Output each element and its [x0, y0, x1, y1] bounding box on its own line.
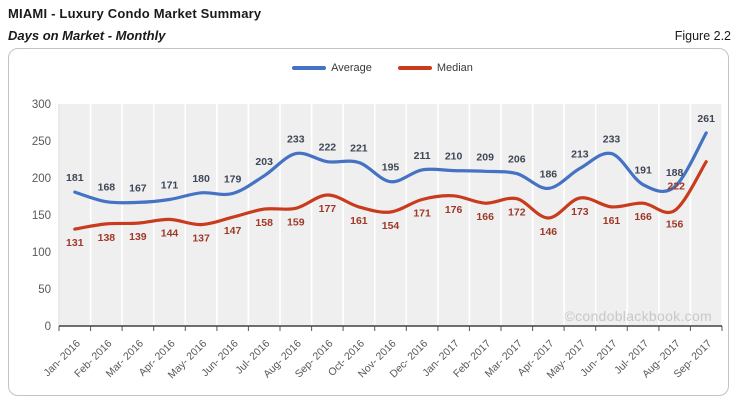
svg-text:161: 161 — [350, 215, 368, 227]
svg-text:168: 168 — [98, 182, 116, 194]
svg-text:138: 138 — [98, 232, 116, 244]
svg-text:206: 206 — [508, 154, 526, 166]
svg-text:186: 186 — [540, 168, 558, 180]
svg-text:166: 166 — [476, 211, 494, 223]
svg-text:177: 177 — [319, 203, 337, 215]
svg-text:203: 203 — [255, 156, 273, 168]
svg-text:250: 250 — [32, 136, 51, 148]
svg-text:150: 150 — [32, 210, 51, 222]
svg-text:210: 210 — [445, 151, 463, 163]
svg-text:180: 180 — [192, 173, 210, 185]
svg-text:158: 158 — [255, 217, 273, 229]
svg-text:172: 172 — [508, 207, 526, 219]
svg-text:0: 0 — [45, 321, 51, 333]
legend-label-median: Median — [436, 62, 473, 74]
svg-text:209: 209 — [476, 151, 494, 163]
svg-text:200: 200 — [32, 173, 51, 185]
y-axis-labels: 0 50 100 150 200 250 300 — [32, 99, 51, 333]
svg-text:50: 50 — [38, 284, 51, 296]
svg-text:100: 100 — [32, 247, 51, 259]
svg-text:261: 261 — [697, 113, 715, 125]
series-line-average — [73, 131, 708, 205]
figure-label: Figure 2.2 — [674, 29, 731, 43]
x-axis-ticks — [58, 326, 723, 331]
svg-text:300: 300 — [32, 99, 51, 111]
legend-item-median: Median — [397, 62, 473, 74]
watermark: ©condoblackbook.com — [564, 308, 712, 324]
chart-container: 0 50 100 150 200 250 300 Jan- 2016 Feb- 2016 Mar-… — [8, 48, 729, 396]
svg-text:139: 139 — [129, 231, 147, 243]
svg-text:146: 146 — [540, 226, 558, 238]
svg-text:195: 195 — [382, 162, 400, 174]
chart-legend: Average Median — [23, 62, 739, 74]
legend-item-average: Average — [292, 62, 372, 74]
svg-text:179: 179 — [224, 174, 242, 186]
svg-text:147: 147 — [224, 225, 242, 237]
subtitle-row: Days on Market - Monthly Figure 2.2 — [8, 28, 731, 43]
svg-text:171: 171 — [161, 180, 179, 192]
svg-text:137: 137 — [192, 233, 210, 245]
svg-text:233: 233 — [287, 134, 305, 146]
svg-text:159: 159 — [287, 216, 305, 228]
plot-area — [59, 104, 722, 326]
svg-text:233: 233 — [603, 134, 621, 146]
svg-text:213: 213 — [571, 148, 589, 160]
svg-text:144: 144 — [161, 227, 179, 239]
svg-text:188: 188 — [666, 167, 684, 179]
svg-text:181: 181 — [66, 172, 84, 184]
svg-text:154: 154 — [382, 220, 400, 232]
svg-text:222: 222 — [667, 181, 685, 193]
svg-text:167: 167 — [129, 182, 147, 194]
chart-subtitle: Days on Market - Monthly — [8, 28, 166, 43]
svg-text:176: 176 — [445, 204, 463, 216]
svg-text:171: 171 — [413, 208, 431, 220]
svg-text:211: 211 — [414, 150, 431, 162]
svg-text:156: 156 — [666, 219, 684, 231]
series-labels-median: 131 138 139 144 137 147 158 159 177 161 154 171 176 1… — [66, 181, 685, 249]
svg-text:173: 173 — [571, 206, 589, 218]
svg-text:221: 221 — [350, 143, 368, 155]
series-labels-average: 181 168 167 171 180 179 203 233 222 221 195 211 210 2… — [66, 113, 715, 194]
svg-text:161: 161 — [603, 215, 621, 227]
average-line-swatch — [292, 66, 327, 70]
svg-text:166: 166 — [634, 211, 652, 223]
legend-label-average: Average — [331, 62, 372, 74]
page-title: MIAMI - Luxury Condo Market Summary — [8, 6, 262, 21]
vertical-gridlines — [58, 104, 723, 326]
svg-text:191: 191 — [634, 165, 652, 177]
median-line-swatch — [397, 66, 432, 70]
svg-text:222: 222 — [319, 142, 337, 154]
svg-text:131: 131 — [66, 237, 84, 249]
series-line-median — [73, 160, 708, 231]
